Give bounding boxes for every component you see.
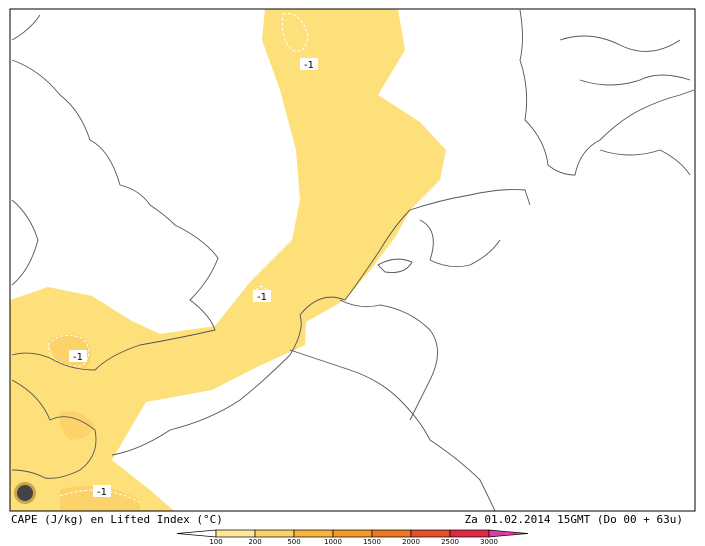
legend-label: 1000 — [324, 538, 342, 546]
legend-label: 2500 — [441, 538, 459, 546]
contour-label: -1 — [257, 292, 267, 303]
caption-left: CAPE (J/kg) en Lifted Index (°C) — [11, 513, 223, 526]
label-box — [69, 350, 87, 362]
legend-swatch — [254, 529, 295, 538]
map — [10, 9, 695, 512]
contour-label: -1 — [73, 352, 83, 363]
legend-end — [488, 529, 529, 538]
legend-swatch — [332, 529, 373, 538]
legend-swatch — [215, 529, 256, 538]
contour-labels: -1 -1 -1 -1 — [69, 58, 318, 498]
sun-icon — [14, 482, 36, 504]
legend-label: 500 — [287, 538, 300, 546]
legend-swatch — [371, 529, 412, 538]
legend-label: 200 — [248, 538, 261, 546]
legend-swatch — [293, 529, 334, 538]
legend-label: 1500 — [363, 538, 381, 546]
legend-label: 100 — [209, 538, 222, 546]
label-box — [253, 290, 271, 302]
borders — [289, 219, 501, 512]
legend-swatch — [449, 529, 490, 538]
coastlines — [11, 9, 695, 479]
color-legend: 100 200 500 1000 1500 2000 2500 3000 — [176, 529, 529, 546]
map-frame — [9, 8, 696, 512]
caption-right: Za 01.02.2014 15GMT (Do 00 + 63u) — [464, 513, 683, 526]
legend-swatch — [410, 529, 451, 538]
cape-core — [48, 334, 140, 511]
cape-area — [10, 9, 446, 511]
legend-label: 3000 — [480, 538, 498, 546]
label-box — [93, 485, 111, 497]
contour-label: -1 — [304, 60, 314, 71]
label-box — [300, 58, 318, 70]
contour-label: -1 — [97, 487, 107, 498]
legend-label: 2000 — [402, 538, 420, 546]
